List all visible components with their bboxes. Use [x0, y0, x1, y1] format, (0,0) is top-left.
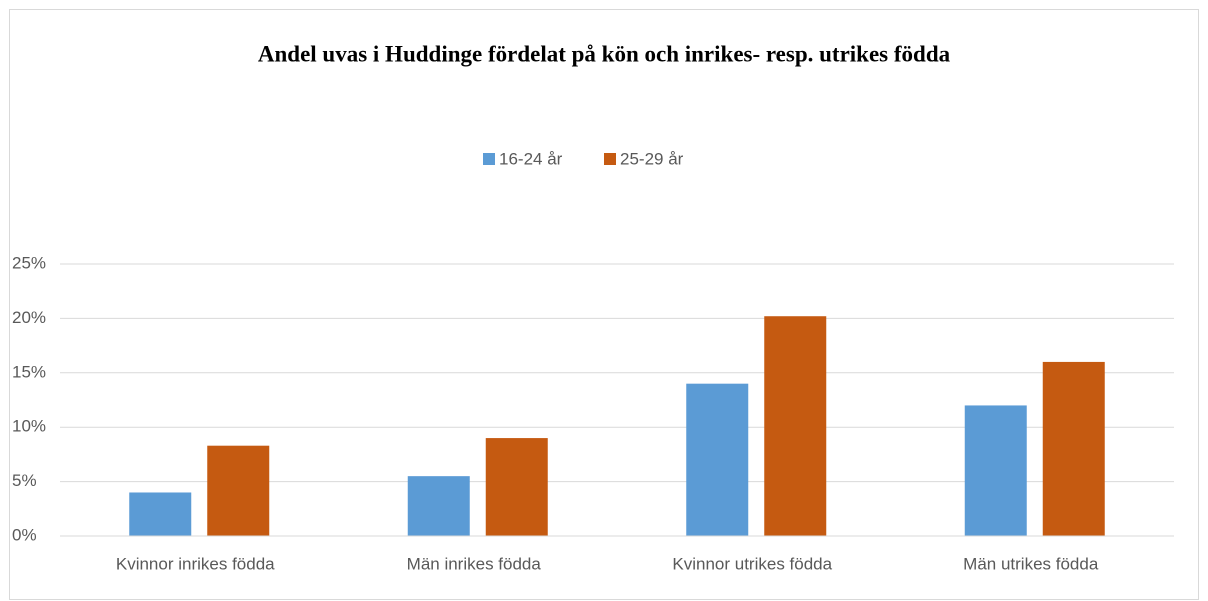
- y-tick-label: 25%: [12, 253, 46, 272]
- y-tick-label: 10%: [12, 417, 46, 436]
- x-tick-label: Män utrikes födda: [963, 554, 1099, 573]
- x-tick-label: Män inrikes födda: [407, 554, 542, 573]
- bar: [964, 405, 1027, 536]
- bar: [1042, 361, 1105, 536]
- bar: [764, 316, 827, 536]
- bar: [407, 476, 470, 536]
- y-tick-label: 20%: [12, 308, 46, 327]
- y-tick-label: 15%: [12, 362, 46, 381]
- bar: [485, 438, 548, 536]
- x-tick-label: Kvinnor inrikes födda: [116, 554, 275, 573]
- x-tick-label: Kvinnor utrikes födda: [672, 554, 832, 573]
- bar: [686, 383, 749, 536]
- bar: [207, 445, 270, 536]
- legend-label: 16-24 år: [499, 149, 563, 168]
- legend-label: 25-29 år: [620, 149, 684, 168]
- legend-swatch: [604, 153, 616, 165]
- y-tick-label: 5%: [12, 471, 37, 490]
- chart-title: Andel uvas i Huddinge fördelat på kön oc…: [258, 41, 951, 66]
- legend-swatch: [483, 153, 495, 165]
- y-tick-label: 0%: [12, 525, 37, 544]
- bar: [129, 492, 192, 536]
